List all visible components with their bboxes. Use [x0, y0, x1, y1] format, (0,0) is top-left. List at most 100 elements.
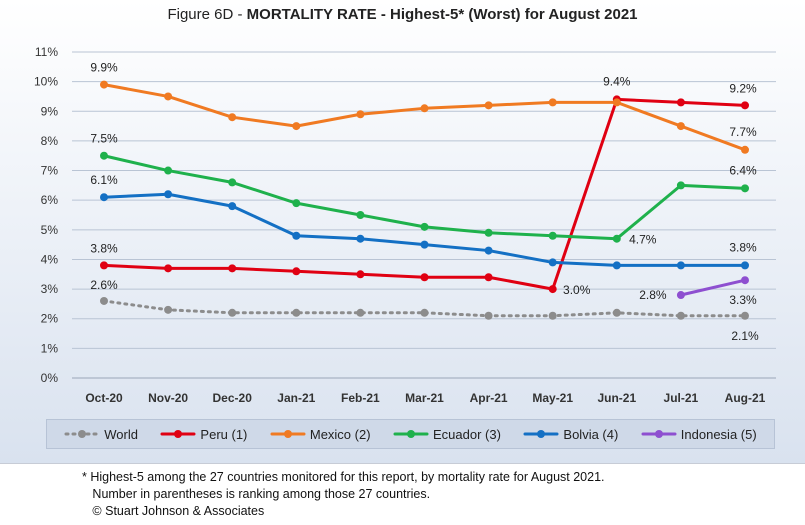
footnote: * Highest-5 among the 27 countries monit… [82, 469, 605, 520]
data-point [676, 181, 685, 190]
legend-label: Peru (1) [200, 426, 248, 442]
legend: World Peru (1) Mexico (2) Ecuador (3) Bolvia… [46, 419, 775, 449]
data-label: 6.4% [729, 163, 757, 177]
data-point [612, 98, 621, 107]
data-point [741, 311, 749, 320]
x-tick-label: Jun-21 [597, 391, 636, 405]
data-label: 2.1% [731, 329, 759, 343]
data-label: 3.8% [729, 240, 757, 254]
legend-label: Indonesia (5) [680, 426, 757, 442]
data-point [100, 151, 108, 160]
legend-swatch [641, 430, 677, 438]
data-point [484, 246, 493, 255]
data-point [548, 98, 557, 107]
data-point [420, 308, 429, 317]
legend-item: Indonesia (5) [641, 427, 757, 442]
footnote-line-2: Number in parentheses is ranking among t… [82, 487, 431, 501]
data-label: 7.5% [90, 132, 118, 146]
y-tick-label: 11% [35, 45, 58, 59]
data-point [100, 193, 108, 202]
data-point [676, 311, 685, 320]
data-point [484, 273, 493, 282]
data-point [164, 264, 173, 273]
data-point [548, 311, 557, 320]
data-point [164, 92, 173, 101]
y-tick-label: 7% [41, 164, 59, 178]
x-tick-label: Dec-20 [213, 391, 253, 405]
y-tick-label: 8% [41, 134, 59, 148]
x-tick-label: Jul-21 [664, 391, 699, 405]
data-point [741, 276, 749, 285]
data-label: 2.6% [90, 278, 118, 292]
chart-title-prefix: Figure 6D - [167, 6, 247, 23]
data-label: 6.1% [90, 173, 118, 187]
data-point [548, 258, 557, 267]
data-point [228, 308, 237, 317]
data-point [612, 308, 621, 317]
data-point [292, 199, 301, 208]
data-point [356, 211, 365, 219]
chart-panel: Figure 6D - MORTALITY RATE - Highest-5* … [0, 0, 805, 463]
footnote-divider [0, 463, 805, 464]
data-label: 2.8% [639, 288, 667, 302]
data-point [741, 184, 749, 193]
series-line [102, 83, 747, 152]
data-point [228, 264, 237, 273]
y-tick-label: 6% [41, 193, 59, 207]
data-point [292, 308, 301, 317]
series-line [679, 278, 747, 297]
data-point [228, 178, 237, 187]
x-tick-label: Aug-21 [725, 391, 766, 405]
y-tick-label: 9% [41, 104, 59, 118]
x-tick-label: Jan-21 [277, 391, 315, 405]
data-point [164, 166, 173, 175]
data-point [676, 291, 685, 300]
legend-item: Mexico (2) [270, 427, 371, 442]
y-tick-label: 5% [41, 223, 59, 237]
line-chart: 0% 1% 2% 3% 4% 5% 6% 7% 8% 9% 10% 11% Oct-20 Nov-20 De… [34, 45, 776, 405]
data-point [741, 101, 749, 110]
legend-label: Bolvia (4) [563, 426, 619, 442]
data-point [612, 234, 621, 243]
legend-item: Bolvia (4) [523, 427, 618, 442]
x-tick-label: Apr-21 [470, 391, 508, 405]
data-point [228, 113, 237, 122]
data-point [356, 234, 365, 243]
data-point [100, 296, 108, 305]
legend-swatch [393, 430, 429, 438]
data-point [484, 101, 493, 110]
data-point [100, 80, 108, 89]
chart-title-main: MORTALITY RATE - Highest-5* (Worst) for … [246, 6, 638, 23]
y-tick-label: 2% [41, 312, 59, 326]
y-tick-label: 4% [41, 252, 59, 266]
data-point [612, 261, 621, 270]
data-point [484, 311, 493, 320]
series-line [102, 97, 747, 291]
legend-swatch [523, 430, 559, 438]
data-label: 3.8% [90, 241, 118, 255]
data-point [292, 267, 301, 276]
legend-swatch [64, 430, 100, 438]
x-tick-label: Mar-21 [405, 391, 444, 405]
data-point [420, 240, 429, 249]
data-point [741, 145, 749, 154]
data-point [420, 222, 429, 231]
x-tick-label: Oct-20 [85, 391, 123, 405]
data-point [548, 231, 557, 240]
data-point [484, 228, 493, 237]
data-point [676, 98, 685, 107]
legend-label: Ecuador (3) [433, 426, 501, 442]
legend-swatch [270, 430, 306, 438]
data-point [420, 104, 429, 113]
data-point [356, 308, 365, 317]
x-tick-label: Nov-20 [148, 391, 188, 405]
legend-label: Mexico (2) [309, 426, 371, 442]
legend-item: Ecuador (3) [393, 427, 501, 442]
x-tick-label: May-21 [532, 391, 573, 405]
footnote-line-1: * Highest-5 among the 27 countries monit… [82, 470, 605, 484]
legend-item: Peru (1) [160, 427, 247, 442]
data-label: 9.2% [729, 81, 757, 95]
data-point [356, 270, 365, 279]
legend-item: World [64, 427, 138, 442]
data-point [356, 110, 365, 119]
